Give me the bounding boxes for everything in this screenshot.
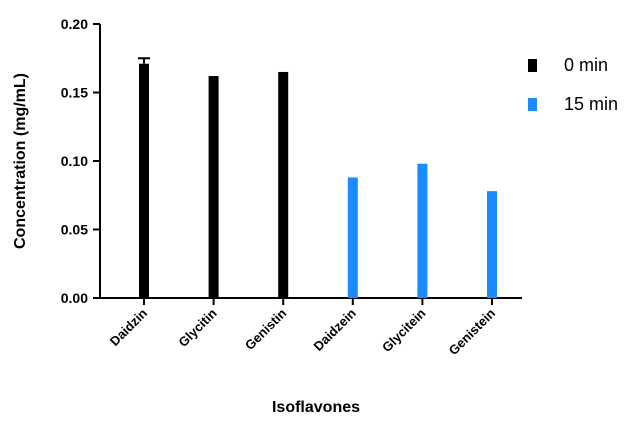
bar [278,71,289,298]
x-category-label: Genistin [242,305,289,352]
category-labels: Daidzin Glycitin Genistin Daidzein Glycitein… [107,305,498,358]
bar [208,76,219,298]
y-tick-label: 0.15 [61,85,88,101]
x-category-label: Daidzin [107,305,150,348]
bars [138,57,497,299]
x-category-label: Glycitin [175,305,219,349]
legend-swatch [528,98,537,111]
legend-swatch [528,59,537,72]
bar [139,63,149,299]
y-axis: 0.00 0.05 0.10 0.15 0.20 [61,16,101,306]
legend-label: 15 min [564,94,618,114]
y-tick-label: 0.00 [61,290,88,306]
x-category-label: Glycitein [379,305,428,354]
x-axis-title: Isoflavones [272,399,360,416]
x-axis [99,297,522,305]
y-tick-label: 0.20 [61,16,88,32]
x-category-label: Daidzein [311,305,359,353]
bar [487,191,497,298]
y-axis-title: Concentration (mg/mL) [12,73,29,249]
y-tick-label: 0.10 [61,153,88,169]
bar [347,177,358,298]
legend-label: 0 min [564,55,608,75]
bar [417,163,428,298]
x-category-label: Genistein [446,305,499,358]
y-tick-label: 0.05 [61,222,88,238]
legend: 0 min 15 min [528,55,618,114]
